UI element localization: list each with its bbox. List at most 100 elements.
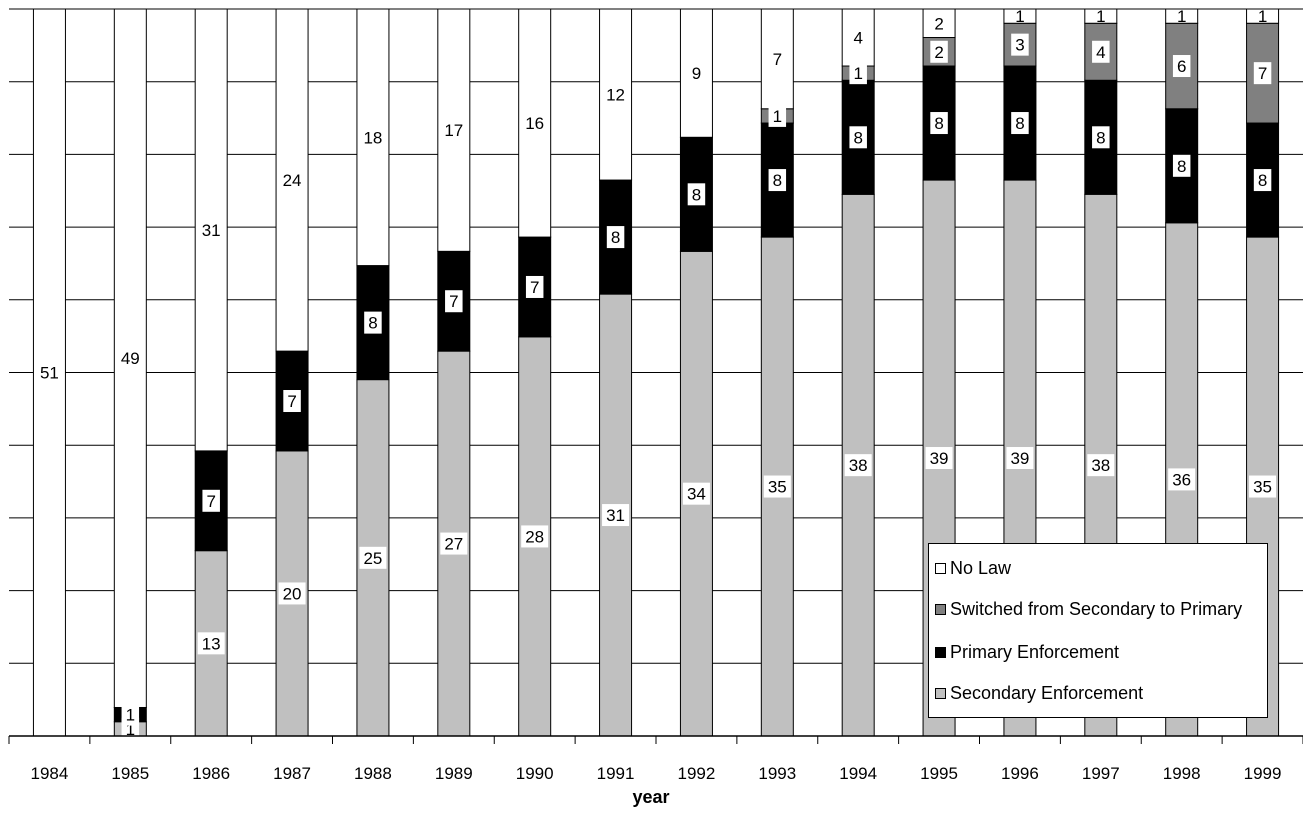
data-label: 16 [525,114,544,133]
x-tick-label: 1990 [516,764,554,783]
data-label: 13 [202,634,221,653]
x-axis: 1984 1985 1986 1987 1988 1989 1990 1991 1992 1993… [8,735,1303,783]
data-label: 24 [283,171,302,190]
legend-label: Switched from Secondary to Primary [950,599,1243,619]
data-label-bg [930,40,948,63]
data-label-bg [687,183,706,206]
data-label: 49 [121,349,140,368]
bar-segment [518,8,552,238]
data-label: 7 [287,392,296,411]
data-label: 17 [444,121,463,140]
data-label: 1 [1015,7,1024,26]
data-label: 36 [1172,470,1191,489]
data-label: 51 [40,364,59,383]
x-tick-label: 1989 [435,764,473,783]
bar-segment [922,8,956,39]
legend-label: Secondary Enforcement [950,683,1144,703]
data-label: 2 [934,43,943,62]
data-label: 7 [1258,64,1267,83]
x-tick-label: 1996 [1001,764,1039,783]
data-label: 8 [1096,128,1105,147]
data-label: 34 [687,485,706,504]
data-label-bg [1092,40,1110,63]
data-label: 8 [773,171,782,190]
data-label: 31 [606,506,625,525]
x-axis-title: year [632,787,669,807]
data-label-bg [849,62,867,85]
data-label-bg [1011,112,1029,135]
x-tick-label: 1993 [758,764,796,783]
data-label: 8 [611,228,620,247]
bar-segment [32,8,66,737]
data-label: 8 [1177,157,1186,176]
data-label-bg [440,532,468,555]
legend-label: Primary Enforcement [950,642,1120,662]
data-label-bg [930,112,948,135]
data-label-bg [1006,447,1034,470]
data-labels: 5111491373120724258182771728716318123489… [40,7,1277,740]
data-label-bg [1168,468,1196,491]
x-tick-label: 1986 [192,764,230,783]
data-label-bg [768,169,787,192]
data-label: 1 [1258,7,1267,26]
data-label-bg [278,582,306,605]
data-label-bg [606,226,625,249]
x-tick-label: 1995 [920,764,958,783]
legend-item-secondary: Secondary Enforcement [935,683,1143,704]
data-label: 35 [1253,478,1272,497]
data-label-bg [768,104,787,127]
data-label-bg [1249,475,1277,498]
legend-swatch-icon [935,647,946,658]
legend-item-no-law: No Law [935,558,1011,579]
legend-item-switched: Switched from Secondary to Primary [935,599,1242,620]
data-label-bg [682,482,710,505]
data-label-bg [1172,154,1191,177]
data-label: 38 [1091,456,1110,475]
data-label-bg [364,311,382,334]
data-label: 8 [1258,171,1267,190]
data-label-bg [283,390,301,413]
bar-segment [437,250,471,352]
data-label: 4 [853,29,862,48]
data-label: 7 [530,278,539,297]
x-tick-label: 1987 [273,764,311,783]
data-label-bg [763,475,791,498]
bar-segment [1084,8,1118,24]
data-label: 12 [606,86,625,105]
data-label: 18 [363,128,382,147]
data-label: 1 [1096,7,1105,26]
data-label: 8 [692,185,701,204]
data-label-bg [202,489,220,512]
data-label: 27 [444,535,463,554]
x-tick-label: 1991 [597,764,635,783]
x-tick-label: 1999 [1244,764,1282,783]
data-label-bg [197,632,225,655]
legend-label: No Law [950,558,1012,578]
data-label-bg [602,504,630,527]
data-label: 8 [934,114,943,133]
bar-segment [679,8,713,138]
x-tick-label: 1998 [1163,764,1201,783]
bar-segment [113,8,147,708]
bar-segment [356,8,390,267]
x-tick-label: 1985 [111,764,149,783]
legend: No Law Switched from Secondary to Primar… [928,543,1268,718]
data-label-bg [525,275,544,298]
x-tick-label: 1994 [839,764,877,783]
data-label: 3 [1015,36,1024,55]
x-tick-label: 1988 [354,764,392,783]
data-label: 1 [773,107,782,126]
data-label-bg [1253,169,1272,192]
data-label-bg [1092,126,1110,149]
data-label: 8 [368,314,377,333]
data-label-bg [1172,55,1191,78]
data-label: 1 [126,720,135,739]
data-label-bg [1253,62,1272,85]
data-label: 2 [934,14,943,33]
legend-swatch-icon [935,604,946,615]
data-label: 8 [1015,114,1024,133]
legend-item-primary: Primary Enforcement [935,642,1119,663]
x-tick-label: 1992 [678,764,716,783]
data-label: 8 [853,128,862,147]
data-label: 28 [525,527,544,546]
